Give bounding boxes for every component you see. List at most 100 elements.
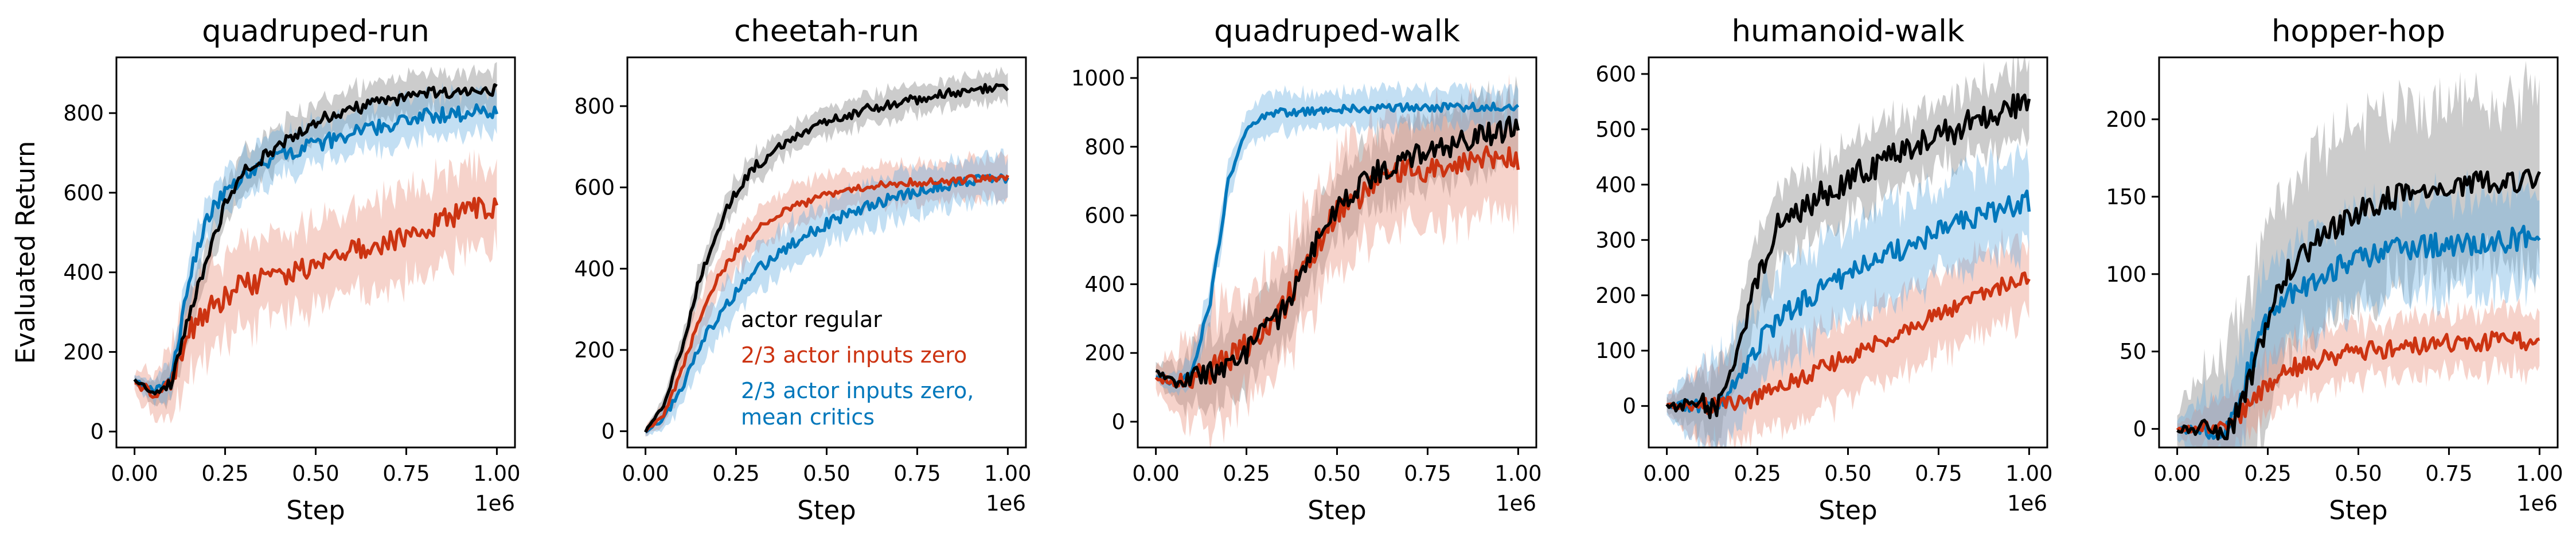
x-offset-label: 1e6 <box>475 491 515 516</box>
y-tick-label: 200 <box>1084 341 1125 365</box>
x-tick-label: 0.00 <box>111 461 158 486</box>
x-tick-label: 0.50 <box>803 461 850 486</box>
y-tick-label: 1000 <box>1071 66 1125 91</box>
y-tick-label: 200 <box>2106 107 2146 132</box>
x-tick-label: 0.00 <box>2153 461 2200 486</box>
panel-humanoid-walk: 0.00 0.25 0.50 0.75 1.00 0 100 200 300 400 500 600 h… <box>1595 14 2052 525</box>
series-line-black <box>2176 168 2541 441</box>
panel-title: hopper-hop <box>2271 14 2445 49</box>
y-tick-label: 400 <box>574 256 615 281</box>
plot-area <box>2176 61 2541 447</box>
plot-area <box>1154 73 1520 447</box>
x-tick-label: 0.75 <box>1915 461 1962 486</box>
series-line-black <box>644 83 1009 433</box>
y-tick-label: 400 <box>63 260 104 285</box>
legend-entry: actor regular <box>741 307 882 332</box>
series-line-blue <box>133 103 499 395</box>
series-line-blue <box>1156 102 1520 386</box>
y-axis-label: Evaluated Return <box>10 141 41 364</box>
y-tick-label: 100 <box>2106 262 2146 287</box>
band-red <box>1666 228 2029 447</box>
series-line-red <box>1666 271 2031 415</box>
series-line-black <box>1665 93 2031 419</box>
series-line-black <box>1155 115 1520 389</box>
panel-hopper-hop: 0.00 0.25 0.50 0.75 1.00 0 50 100 150 200 hopper-h… <box>2106 14 2563 525</box>
y-tick-label: 0 <box>601 419 615 444</box>
y-tick-label: 600 <box>574 176 615 200</box>
band-blue <box>1666 143 2029 447</box>
x-tick-label: 0.50 <box>1313 461 1360 486</box>
series-line-red <box>134 196 498 399</box>
x-tick-label: 0.25 <box>1734 461 1781 486</box>
y-tick-label: 0 <box>1111 410 1125 434</box>
y-tick-label: 500 <box>1595 117 1636 142</box>
x-tick-label: 0.25 <box>201 461 248 486</box>
y-tick-label: 300 <box>1595 228 1636 252</box>
series-line-blue <box>644 173 1009 434</box>
band-blue <box>1156 80 1519 396</box>
band-black <box>645 67 1008 435</box>
y-tick-label: 800 <box>1084 135 1125 159</box>
x-tick-label: 1.00 <box>984 461 1031 486</box>
plot-area <box>133 62 499 424</box>
x-axis-label: Step <box>1307 495 1366 525</box>
y-tick-label: 200 <box>1595 283 1636 308</box>
x-tick-label: 0.75 <box>1404 461 1451 486</box>
y-tick-label: 200 <box>63 340 104 364</box>
panel-title: humanoid-walk <box>1731 14 1964 49</box>
panel-cheetah-run: 0.00 0.25 0.50 0.75 1.00 0 200 400 600 800 cheetah… <box>574 14 1031 525</box>
x-tick-label: 0.25 <box>712 461 759 486</box>
y-tick-label: 600 <box>63 181 104 205</box>
panel-quadruped-walk: 0.00 0.25 0.50 0.75 1.00 0 200 400 600 800 1000 qua… <box>1071 14 1542 525</box>
x-offset-label: 1e6 <box>986 491 1026 516</box>
panel-title: quadruped-walk <box>1214 14 1460 49</box>
y-tick-label: 150 <box>2106 185 2146 209</box>
x-tick-label: 1.00 <box>1494 461 1541 486</box>
band-black <box>134 62 497 410</box>
panel-title: quadruped-run <box>202 14 430 49</box>
y-tick-label: 600 <box>1084 204 1125 228</box>
x-axis-label: Step <box>797 495 856 525</box>
x-tick-label: 0.50 <box>1824 461 1871 486</box>
series-line-black <box>133 83 498 396</box>
band-blue <box>2177 169 2540 447</box>
legend-entry: 2/3 actor inputs zero <box>741 342 967 368</box>
series-line-red <box>644 174 1009 433</box>
plot-area <box>644 67 1009 437</box>
y-tick-label: 0 <box>2133 417 2146 442</box>
y-tick-label: 600 <box>1595 62 1636 87</box>
y-tick-label: 50 <box>2120 340 2146 364</box>
band-black <box>2177 61 2540 447</box>
band-red <box>645 150 1008 437</box>
x-tick-label: 0.50 <box>2335 461 2382 486</box>
y-tick-label: 800 <box>574 94 615 119</box>
x-axis-label: Step <box>286 495 345 525</box>
y-tick-label: 800 <box>63 101 104 126</box>
x-tick-label: 0.50 <box>292 461 339 486</box>
panel-title: cheetah-run <box>734 14 919 49</box>
x-tick-label: 1.00 <box>2005 461 2052 486</box>
x-offset-label: 1e6 <box>2518 491 2558 516</box>
x-tick-label: 1.00 <box>473 461 520 486</box>
x-tick-label: 0.75 <box>893 461 940 486</box>
plot-area <box>1665 57 2031 447</box>
legend-entry: 2/3 actor inputs zero, <box>741 378 974 403</box>
x-offset-label: 1e6 <box>1496 491 1536 516</box>
y-tick-label: 200 <box>574 338 615 363</box>
band-red <box>134 149 497 424</box>
x-axis-label: Step <box>2329 495 2387 525</box>
y-tick-label: 400 <box>1595 173 1636 197</box>
x-tick-label: 0.25 <box>1223 461 1270 486</box>
x-tick-label: 0.00 <box>1132 461 1179 486</box>
legend: actor regular 2/3 actor inputs zero 2/3 ac… <box>741 307 974 430</box>
y-tick-label: 100 <box>1595 338 1636 363</box>
x-axis-label: Step <box>1818 495 1877 525</box>
x-tick-label: 0.00 <box>622 461 669 486</box>
y-tick-label: 0 <box>90 419 104 444</box>
y-tick-label: 0 <box>1622 394 1636 419</box>
x-tick-label: 0.75 <box>2425 461 2472 486</box>
x-offset-label: 1e6 <box>2007 491 2047 516</box>
x-tick-label: 0.75 <box>383 461 430 486</box>
x-tick-label: 0.00 <box>1643 461 1690 486</box>
